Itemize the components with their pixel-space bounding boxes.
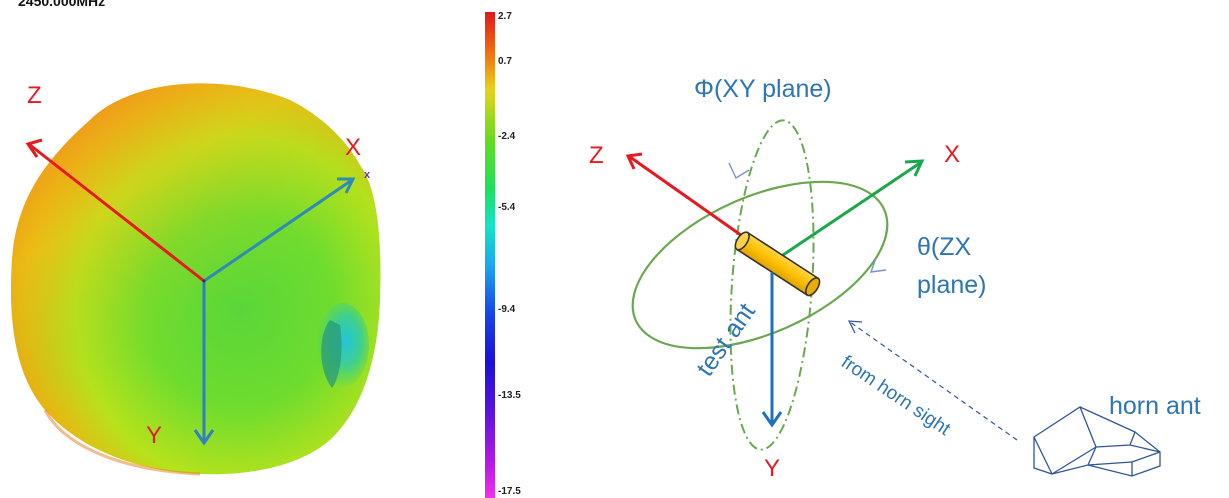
colorbar-gradient bbox=[485, 12, 495, 498]
x-axis-label: X bbox=[345, 134, 361, 161]
y-axis-arrowhead bbox=[193, 429, 215, 446]
z-axis-arrowhead bbox=[25, 138, 43, 158]
setup-diagram: Φ(XY plane) Z X Y θ(ZX plane) test ant f… bbox=[589, 75, 1201, 482]
radiation-pattern-rim bbox=[10, 83, 381, 475]
x-axis-arrowhead bbox=[337, 177, 356, 194]
right-z-axis-arrow bbox=[629, 155, 756, 247]
right-z-axis-label: Z bbox=[589, 142, 604, 169]
colorbar-tick-1: 2.7 bbox=[498, 11, 512, 22]
test-antenna-icon bbox=[734, 231, 821, 297]
phi-direction-arrow-icon bbox=[728, 162, 750, 180]
right-x-axis-arrow bbox=[779, 161, 921, 259]
radiation-pattern-edge bbox=[43, 409, 201, 476]
theta-direction-arrow-icon bbox=[869, 257, 887, 273]
colorbar-tick-2: 0.7 bbox=[498, 56, 512, 67]
horn-sight-arrowhead bbox=[847, 320, 863, 334]
x-axis-arrow bbox=[203, 178, 353, 283]
colorbar-tick-4: -5.4 bbox=[498, 202, 516, 213]
colorbar-tick-3: -2.4 bbox=[498, 131, 516, 142]
x-axis-marker: x bbox=[364, 169, 371, 181]
colorbar-tick-7: -17.5 bbox=[498, 486, 521, 497]
horn-sight-line bbox=[849, 321, 1018, 441]
colorbar-tick-6: -13.5 bbox=[498, 390, 521, 401]
right-y-axis-arrowhead bbox=[761, 411, 783, 428]
theta-plane-label-line2: plane) bbox=[917, 271, 987, 299]
z-axis-arrow bbox=[29, 143, 205, 283]
theta-plane-label-line1: θ(ZX bbox=[917, 233, 972, 261]
frequency-label: 2450.000MHz bbox=[18, 0, 106, 9]
horn-antenna-icon bbox=[1033, 406, 1161, 477]
right-x-axis-label: X bbox=[944, 141, 960, 168]
radiation-pattern-view: Z X x Y bbox=[10, 82, 381, 476]
horn-antenna-label: horn ant bbox=[1109, 392, 1201, 420]
right-z-axis-arrowhead bbox=[625, 152, 643, 170]
radiation-pattern-shadow bbox=[321, 320, 342, 388]
theta-plane-ellipse bbox=[631, 180, 889, 350]
right-y-axis-label: Y bbox=[764, 455, 780, 482]
origin-point bbox=[202, 279, 206, 283]
phi-plane-label: Φ(XY plane) bbox=[694, 75, 832, 103]
horn-sight-label: from horn sight bbox=[837, 352, 954, 441]
colorbar-tick-5: -9.4 bbox=[498, 304, 516, 315]
y-axis-label: Y bbox=[146, 422, 162, 449]
right-x-axis-arrowhead bbox=[904, 159, 925, 177]
z-axis-label: Z bbox=[27, 82, 42, 109]
colorbar: 2.7 0.7 -2.4 -5.4 -9.4 -13.5 -17.5 bbox=[485, 11, 521, 498]
